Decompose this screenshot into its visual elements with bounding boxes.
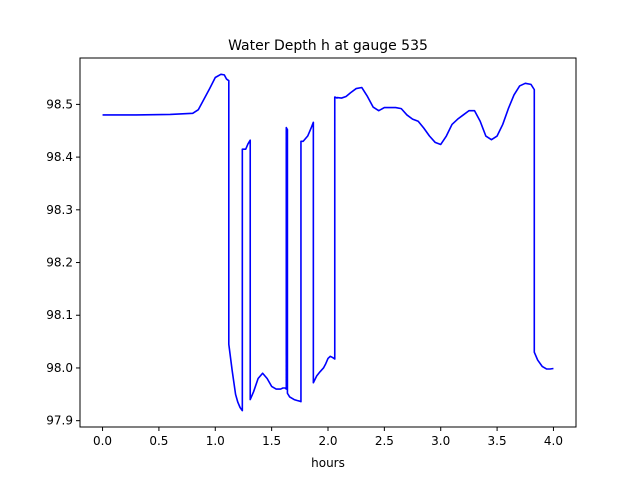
series-line xyxy=(102,73,554,412)
y-tick-label: 97.9 xyxy=(46,414,73,428)
x-tick-label: 1.0 xyxy=(206,434,225,448)
y-tick-label: 98.3 xyxy=(46,203,73,217)
x-axis-label: hours xyxy=(311,456,345,470)
y-tick-label: 98.5 xyxy=(46,97,73,111)
x-tick-label: 2.0 xyxy=(318,434,337,448)
x-tick-label: 3.5 xyxy=(488,434,507,448)
y-axis: 97.9 98.0 98.1 98.2 98.3 98.4 98.5 xyxy=(46,97,80,428)
x-tick-label: 1.5 xyxy=(262,434,281,448)
plot-area xyxy=(102,73,554,412)
x-tick-label: 0.0 xyxy=(93,434,112,448)
y-tick-label: 98.4 xyxy=(46,150,73,164)
x-axis: 0.0 0.5 1.0 1.5 2.0 2.5 3.0 3.5 4.0 xyxy=(93,427,563,448)
y-tick-label: 98.1 xyxy=(46,308,73,322)
x-tick-label: 2.5 xyxy=(375,434,394,448)
x-tick-label: 0.5 xyxy=(149,434,168,448)
x-tick-label: 4.0 xyxy=(544,434,563,448)
chart-title: Water Depth h at gauge 535 xyxy=(228,38,428,54)
plot-frame xyxy=(79,57,577,428)
x-tick-label: 3.0 xyxy=(431,434,450,448)
y-tick-label: 98.0 xyxy=(46,361,73,375)
y-tick-label: 98.2 xyxy=(46,256,73,270)
